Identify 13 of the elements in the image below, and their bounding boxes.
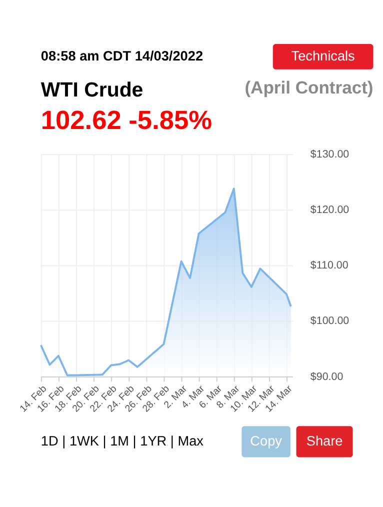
y-tick-label: $90.00 xyxy=(310,370,344,383)
y-tick-label: $120.00 xyxy=(310,204,350,216)
text: 102.62 -5.85% xyxy=(40,104,212,135)
text: 08:58 am CDT 14/03/2022 xyxy=(40,48,204,64)
y-tick-label: $100.00 xyxy=(310,315,350,328)
text: Copy xyxy=(250,434,282,449)
text: Technicals xyxy=(291,48,356,64)
y-tick-label: $130.00 xyxy=(310,148,350,161)
chart-subtitle: (April Contract) xyxy=(244,78,374,98)
y-tick-label: $110.00 xyxy=(310,260,348,272)
text: 1D | 1WK | 1M | 1YR | Max xyxy=(40,434,204,449)
chart-title: WTI Crude xyxy=(40,78,144,102)
text: Share xyxy=(306,434,343,449)
